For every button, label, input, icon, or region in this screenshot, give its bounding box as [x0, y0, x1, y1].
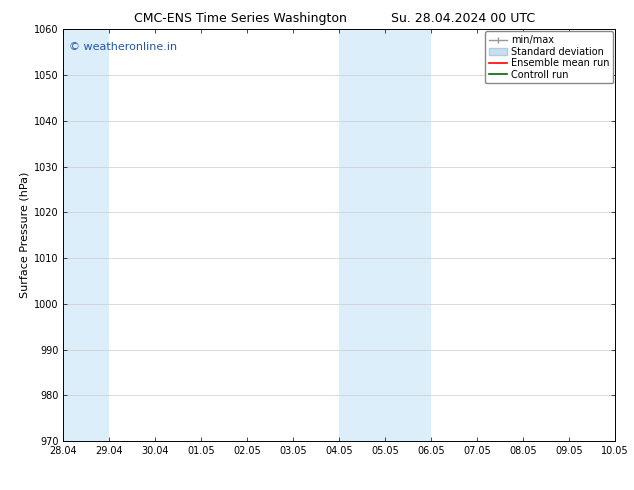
Bar: [339, 29, 431, 441]
Y-axis label: Surface Pressure (hPa): Surface Pressure (hPa): [20, 172, 30, 298]
Legend: min/max, Standard deviation, Ensemble mean run, Controll run: min/max, Standard deviation, Ensemble me…: [486, 31, 613, 83]
Text: Su. 28.04.2024 00 UTC: Su. 28.04.2024 00 UTC: [391, 12, 535, 25]
Text: CMC-ENS Time Series Washington: CMC-ENS Time Series Washington: [134, 12, 347, 25]
Text: © weatheronline.in: © weatheronline.in: [69, 42, 177, 52]
Bar: [63, 29, 110, 441]
